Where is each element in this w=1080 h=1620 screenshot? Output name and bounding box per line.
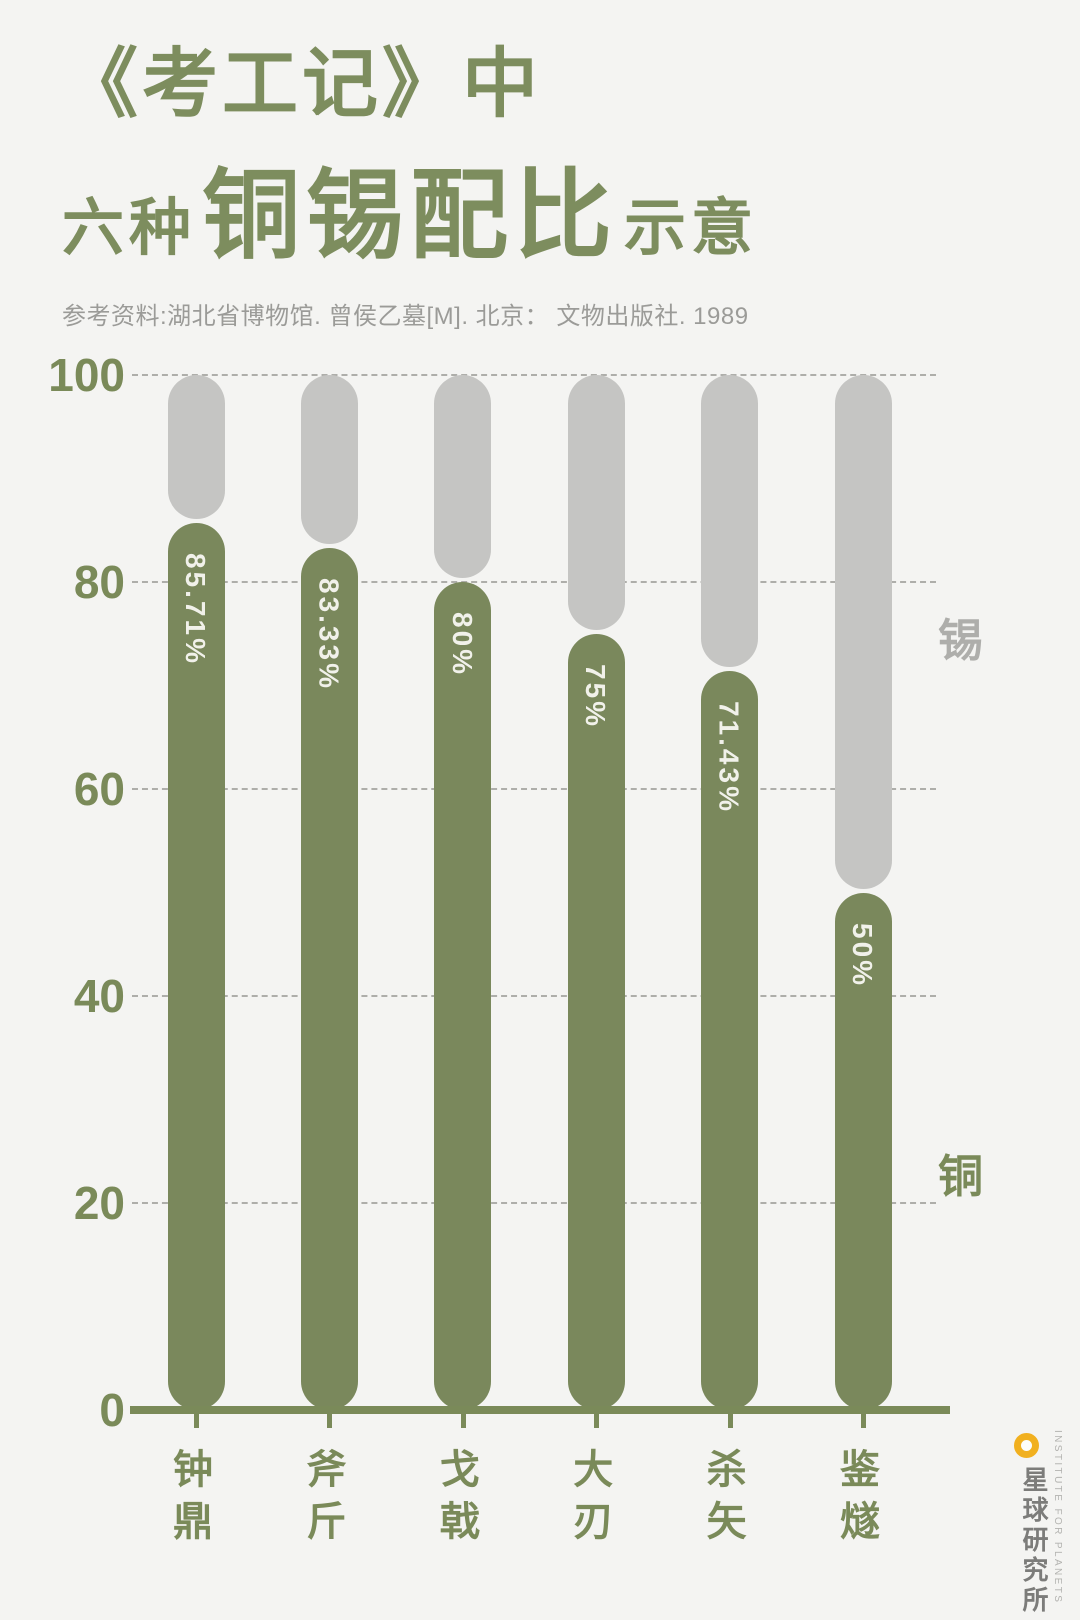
y-axis-tick-label: 0 [99,1384,125,1436]
copper-bar-segment [167,522,225,1410]
axis-tick [194,1414,199,1428]
tin-bar-segment [167,375,225,519]
y-axis-tick-label: 60 [73,763,125,815]
bar-value-label: 80% [446,612,478,678]
axis-tick [594,1414,600,1428]
gridline [132,995,936,997]
category-label: 鉴燧 [834,1448,878,1552]
copper-bar-segment [300,547,358,1410]
source-reference: 参考资料:湖北省博物馆. 曾侯乙墓[M]. 北京： 文物出版社. 1989 [62,302,749,330]
gridline [132,1202,936,1204]
page-title-line1: 《考工记》中 [62,43,542,127]
logo-name-en: INSTITUTE FOR PLANETS [1052,1430,1063,1605]
category-label: 大刃 [567,1448,612,1552]
copper-bar-segment [567,633,625,1410]
axis-tick [460,1414,466,1428]
logo-name-cn: 星球研究所 [1019,1466,1049,1616]
bar-value-label: 71.43% [713,700,745,814]
logo-mark-icon [1014,1433,1039,1458]
category-label: 斧斤 [300,1448,345,1552]
copper-bar-segment [834,892,892,1410]
tin-bar-segment [701,375,759,667]
tin-bar-segment [300,375,358,544]
header: 《考工记》中 六种 铜锡配比 示意 参考资料:湖北省博物馆. 曾侯乙墓[M]. … [62,43,758,331]
logo: 星球研究所 INSTITUTE FOR PLANETS [1005,1426,1077,1618]
page-title-line2: 六种 铜锡配比 示意 [62,136,758,278]
bar-value-label: 50% [847,922,878,988]
title-suffix: 示意 [624,194,759,263]
axis-tick [861,1414,866,1428]
title-prefix: 六种 [62,194,197,263]
copper-bar-segment [434,582,492,1410]
y-axis-tick-label: 100 [48,349,125,401]
category-label: 杀矢 [700,1448,745,1552]
tin-bar-segment [834,375,892,889]
side-label-copper: 铜 [938,1151,984,1202]
bar-value-label: 83.33% [313,577,345,691]
bar-value-label: 75% [580,663,612,729]
gridline [132,374,936,376]
y-axis-tick-label: 80 [73,556,125,608]
category-label: 戈戟 [433,1448,478,1552]
category-label: 钟鼎 [167,1448,211,1552]
y-axis-tick-label: 40 [73,970,125,1022]
title-main: 铜锡配比 [202,162,619,271]
gridline [132,581,936,583]
tin-bar-segment [567,375,625,630]
copper-bar-segment [701,670,759,1410]
x-axis-line [130,1406,950,1414]
bar-value-label: 85.71% [180,552,211,666]
side-label-tin: 锡 [938,615,984,666]
gridline [132,788,936,790]
y-axis-tick-label: 20 [73,1177,125,1229]
tin-bar-segment [434,375,492,578]
axis-tick [727,1414,733,1428]
axis-tick [327,1414,333,1428]
